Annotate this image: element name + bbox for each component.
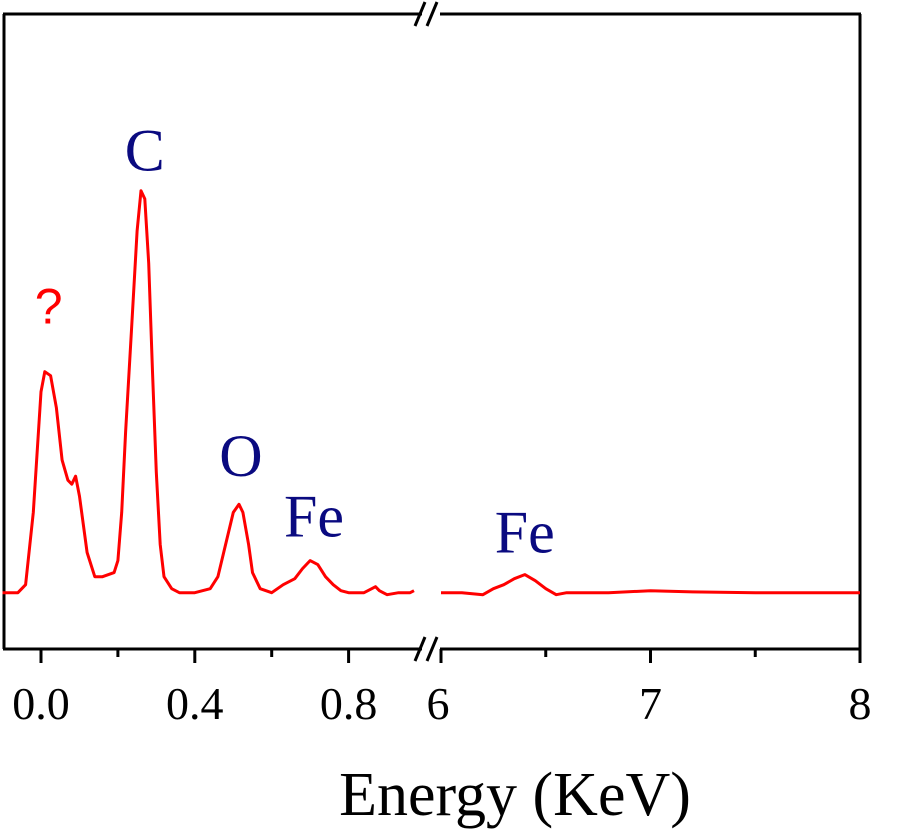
axis-ticks: 0.0 0.4 0.8 6 7 8 [12, 649, 872, 729]
peak-label: Fe [284, 483, 344, 549]
peak-label: ? [35, 278, 63, 334]
spectrum-lines [2, 189, 860, 597]
x-tick-label: 0.0 [12, 678, 70, 729]
spectrum-line-segment [2, 189, 415, 597]
peak-label: O [219, 423, 262, 489]
axis-break-mark [413, 1, 427, 27]
axis-break-mark [413, 636, 427, 662]
x-tick-label: 8 [849, 678, 872, 729]
plot-frame [2, 1, 862, 662]
peak-label: Fe [495, 500, 555, 566]
axis-break-mark [425, 1, 439, 27]
x-tick-label: 0.8 [320, 678, 378, 729]
peak-label: C [125, 118, 165, 184]
axis-break-mark [425, 636, 439, 662]
x-tick-label: 6 [427, 678, 450, 729]
x-tick-label: 7 [639, 678, 662, 729]
x-tick-label: 0.4 [166, 678, 224, 729]
x-axis-title: Energy (KeV) [339, 761, 691, 829]
peak-annotations: ? C O Fe Fe [35, 118, 555, 566]
spectrum-line-segment [441, 573, 860, 597]
